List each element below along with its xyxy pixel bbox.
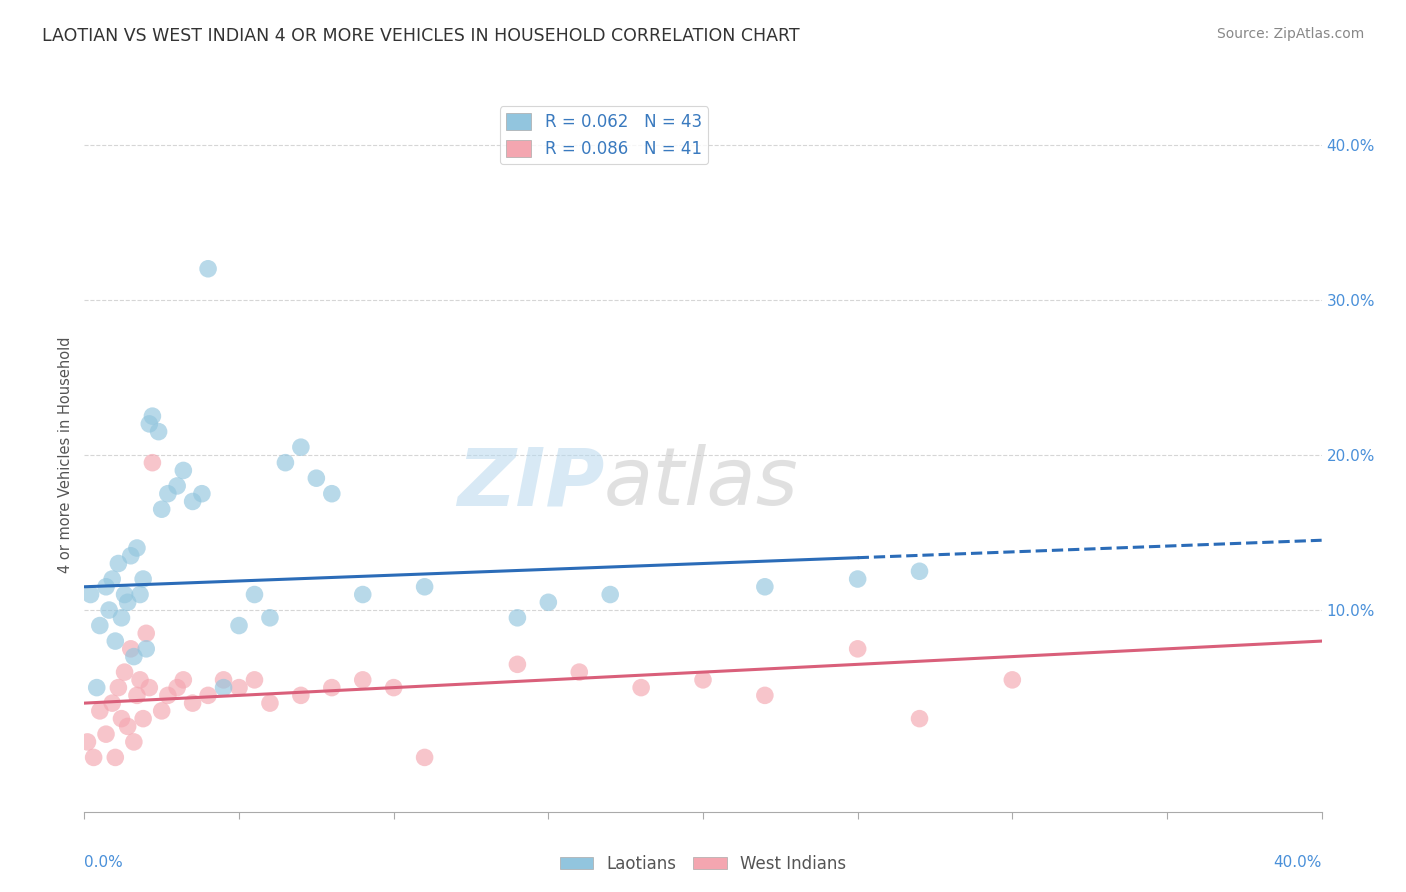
Text: atlas: atlas	[605, 444, 799, 523]
Point	[117, 719, 139, 733]
Point	[506, 657, 529, 672]
Point	[110, 712, 132, 726]
Point	[846, 641, 869, 656]
Point	[599, 588, 621, 602]
Point	[413, 750, 436, 764]
Text: 40.0%: 40.0%	[1274, 855, 1322, 870]
Point	[321, 486, 343, 500]
Point	[129, 673, 152, 687]
Point	[630, 681, 652, 695]
Point	[114, 588, 136, 602]
Point	[132, 572, 155, 586]
Point	[104, 634, 127, 648]
Point	[352, 588, 374, 602]
Point	[172, 673, 194, 687]
Point	[110, 611, 132, 625]
Point	[122, 735, 145, 749]
Legend: R = 0.062   N = 43, R = 0.086   N = 41: R = 0.062 N = 43, R = 0.086 N = 41	[499, 106, 709, 164]
Point	[89, 618, 111, 632]
Point	[181, 696, 204, 710]
Point	[89, 704, 111, 718]
Point	[156, 486, 179, 500]
Point	[692, 673, 714, 687]
Point	[413, 580, 436, 594]
Point	[166, 681, 188, 695]
Point	[228, 681, 250, 695]
Point	[243, 673, 266, 687]
Point	[908, 564, 931, 578]
Point	[382, 681, 405, 695]
Point	[104, 750, 127, 764]
Point	[290, 440, 312, 454]
Point	[321, 681, 343, 695]
Point	[172, 463, 194, 477]
Text: Source: ZipAtlas.com: Source: ZipAtlas.com	[1216, 27, 1364, 41]
Point	[259, 696, 281, 710]
Point	[150, 502, 173, 516]
Point	[212, 673, 235, 687]
Point	[1001, 673, 1024, 687]
Point	[191, 486, 214, 500]
Point	[83, 750, 105, 764]
Point	[125, 689, 148, 703]
Point	[125, 541, 148, 555]
Point	[141, 456, 163, 470]
Point	[197, 261, 219, 276]
Point	[274, 456, 297, 470]
Point	[86, 681, 108, 695]
Point	[148, 425, 170, 439]
Point	[98, 603, 121, 617]
Point	[129, 588, 152, 602]
Point	[166, 479, 188, 493]
Point	[107, 557, 129, 571]
Point	[138, 417, 160, 431]
Point	[94, 580, 117, 594]
Point	[122, 649, 145, 664]
Text: LAOTIAN VS WEST INDIAN 4 OR MORE VEHICLES IN HOUSEHOLD CORRELATION CHART: LAOTIAN VS WEST INDIAN 4 OR MORE VEHICLE…	[42, 27, 800, 45]
Point	[120, 549, 142, 563]
Y-axis label: 4 or more Vehicles in Household: 4 or more Vehicles in Household	[58, 336, 73, 574]
Point	[135, 626, 157, 640]
Point	[114, 665, 136, 679]
Point	[212, 681, 235, 695]
Legend: Laotians, West Indians: Laotians, West Indians	[554, 848, 852, 880]
Point	[754, 580, 776, 594]
Point	[156, 689, 179, 703]
Point	[568, 665, 591, 679]
Point	[181, 494, 204, 508]
Point	[141, 409, 163, 424]
Text: ZIP: ZIP	[457, 444, 605, 523]
Point	[228, 618, 250, 632]
Point	[305, 471, 328, 485]
Point	[754, 689, 776, 703]
Point	[101, 696, 124, 710]
Point	[76, 735, 98, 749]
Point	[243, 588, 266, 602]
Text: 0.0%: 0.0%	[84, 855, 124, 870]
Point	[135, 641, 157, 656]
Point	[259, 611, 281, 625]
Point	[94, 727, 117, 741]
Point	[908, 712, 931, 726]
Point	[150, 704, 173, 718]
Point	[846, 572, 869, 586]
Point	[101, 572, 124, 586]
Point	[79, 588, 101, 602]
Point	[506, 611, 529, 625]
Point	[120, 641, 142, 656]
Point	[117, 595, 139, 609]
Point	[107, 681, 129, 695]
Point	[352, 673, 374, 687]
Point	[537, 595, 560, 609]
Point	[197, 689, 219, 703]
Point	[138, 681, 160, 695]
Point	[290, 689, 312, 703]
Point	[132, 712, 155, 726]
